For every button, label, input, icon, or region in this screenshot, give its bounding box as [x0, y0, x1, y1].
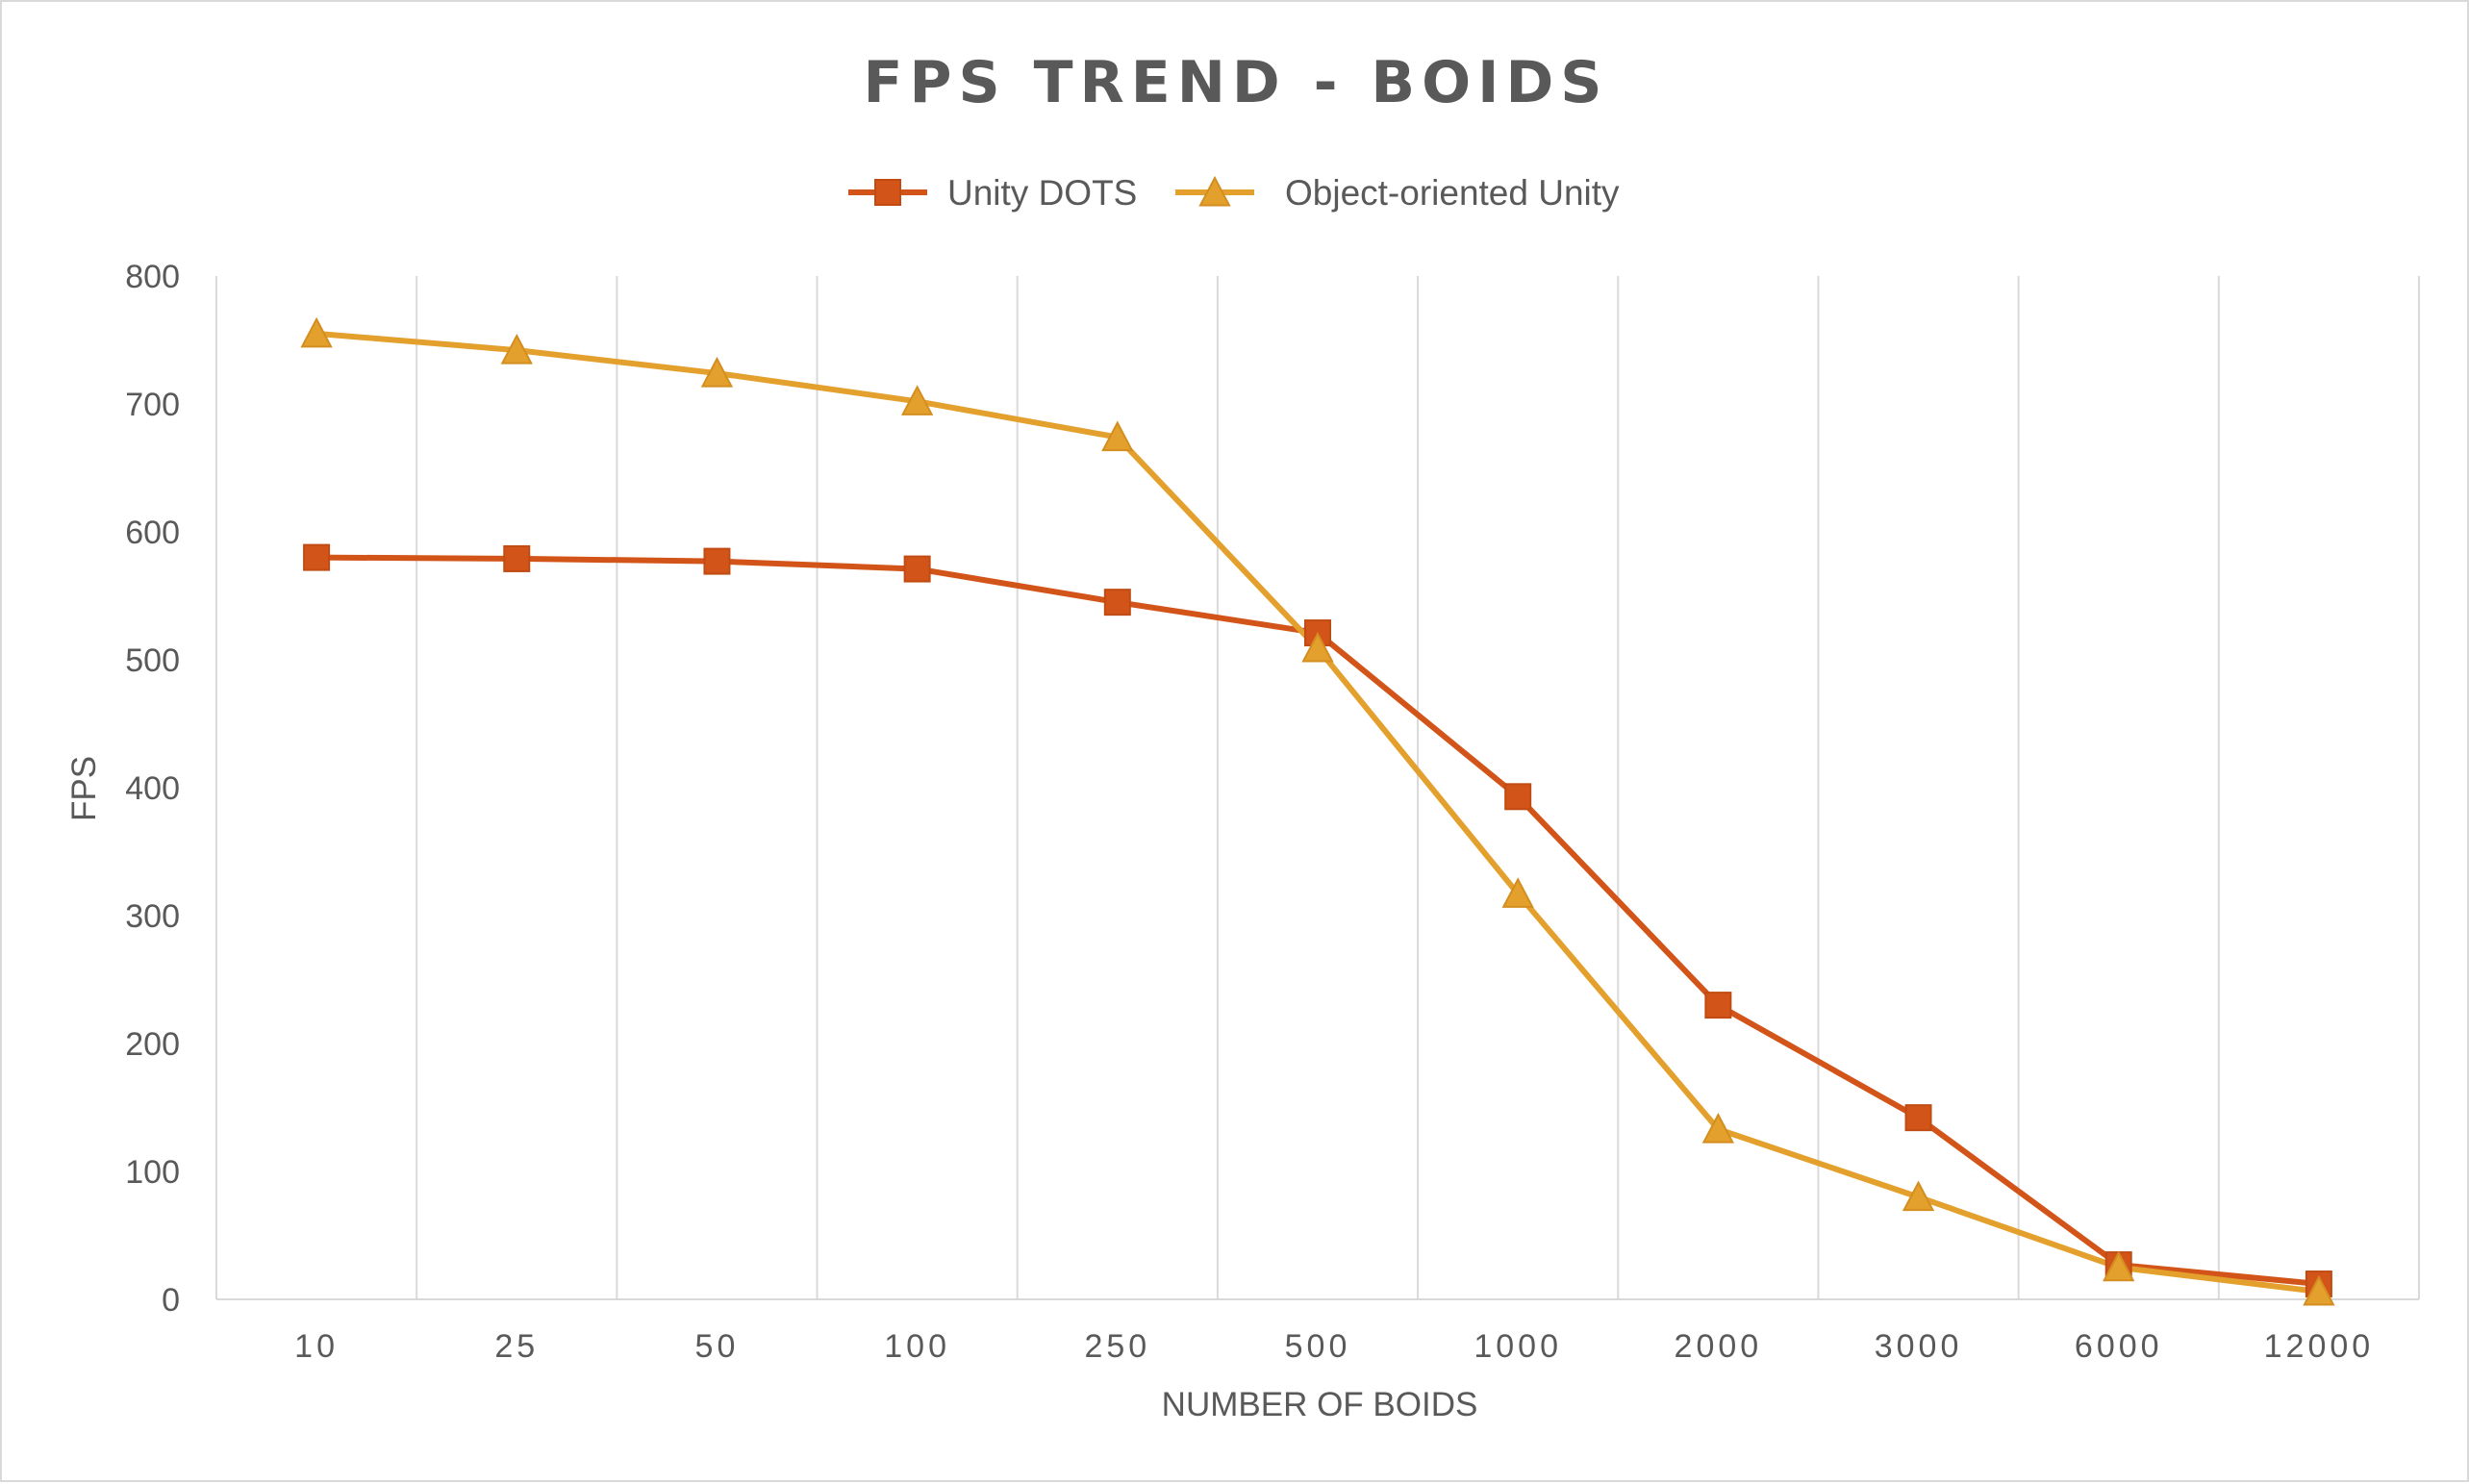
x-tick-label: 500	[1285, 1328, 1351, 1365]
legend: Unity DOTS Object-oriented Unity	[848, 173, 1620, 213]
series-markers	[300, 316, 2335, 1306]
data-point-object-oriented-unity	[700, 356, 734, 388]
x-tick-label: 12000	[2264, 1328, 2375, 1365]
x-tick-label: 6000	[2075, 1328, 2163, 1365]
x-tick-label: 250	[1084, 1328, 1150, 1365]
data-point-object-oriented-unity	[1101, 420, 1134, 452]
legend-marker	[874, 179, 901, 206]
x-tick-label: 10	[294, 1328, 339, 1365]
y-tick-label: 100	[125, 1154, 180, 1191]
y-axis-ticks: 0 100 200 300 400 500 600 700 800	[125, 259, 180, 1319]
data-point-object-oriented-unity	[1701, 1112, 1735, 1144]
x-tick-label: 50	[695, 1328, 740, 1365]
y-tick-label: 500	[125, 642, 180, 679]
chart-title: FPS TREND - BOIDS	[864, 49, 1609, 116]
data-point-unity-dots	[1904, 1104, 1932, 1132]
legend-label: Unity DOTS	[947, 173, 1137, 213]
y-tick-label: 700	[125, 387, 180, 423]
data-point-unity-dots	[1103, 589, 1131, 616]
data-point-unity-dots	[303, 543, 331, 571]
data-point-object-oriented-unity	[2303, 1274, 2335, 1306]
legend-label: Object-oriented Unity	[1285, 173, 1620, 213]
y-tick-label: 300	[125, 898, 180, 935]
y-tick-label: 0	[162, 1282, 180, 1319]
x-axis-label: NUMBER OF BOIDS	[1162, 1386, 1478, 1423]
data-point-unity-dots	[503, 544, 531, 572]
data-point-unity-dots	[903, 555, 931, 583]
x-axis-ticks: 10 25 50 100 250 500 1000 2000 3000 6000 12000	[294, 1328, 2375, 1365]
data-point-object-oriented-unity	[900, 385, 934, 415]
y-tick-label: 800	[125, 259, 180, 295]
y-axis-label: FPS	[65, 756, 103, 821]
data-point-object-oriented-unity	[1902, 1180, 1935, 1212]
y-tick-label: 600	[125, 515, 180, 551]
x-tick-label: 2000	[1675, 1328, 1763, 1365]
data-point-object-oriented-unity	[2103, 1250, 2135, 1282]
data-point-unity-dots	[703, 547, 731, 575]
data-point-object-oriented-unity	[1301, 631, 1334, 663]
x-tick-label: 25	[494, 1328, 539, 1365]
data-point-object-oriented-unity	[300, 316, 333, 348]
y-tick-label: 400	[125, 770, 180, 807]
data-point-object-oriented-unity	[1501, 877, 1534, 908]
y-tick-label: 200	[125, 1026, 180, 1063]
x-tick-label: 100	[884, 1328, 950, 1365]
data-point-unity-dots	[1504, 783, 1532, 811]
data-point-object-oriented-unity	[500, 333, 533, 365]
legend-marker	[1198, 175, 1231, 207]
x-tick-label: 3000	[1875, 1328, 1963, 1365]
data-point-unity-dots	[1704, 992, 1732, 1019]
gridlines	[215, 276, 2420, 1300]
x-tick-label: 1000	[1474, 1328, 1562, 1365]
